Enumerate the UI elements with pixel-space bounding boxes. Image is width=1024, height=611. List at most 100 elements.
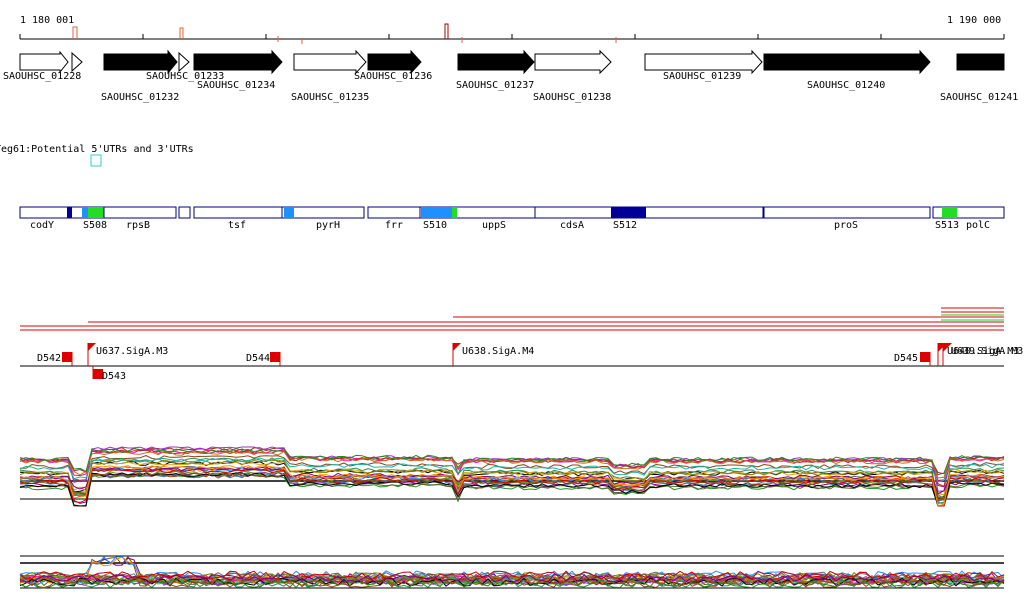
profile-line	[19, 450, 1005, 479]
terminator-block	[270, 352, 280, 362]
promoter-flag-head	[453, 343, 461, 351]
ruler-end-label: 1 190 000	[947, 15, 1001, 26]
ruler-ticks	[19, 34, 1005, 39]
expression-profile-track-lower	[19, 555, 1005, 589]
profile-line	[20, 449, 1005, 475]
profile-line	[19, 466, 1005, 495]
signal-mark	[179, 27, 184, 39]
annotation-label: S512	[613, 220, 637, 231]
profile-line	[19, 465, 1005, 507]
annotation-block[interactable]	[193, 206, 365, 219]
annotation-feature[interactable]	[67, 207, 72, 218]
annotation-label: polC	[966, 220, 990, 231]
terminator-label: D542	[37, 353, 61, 364]
gene-arrow-SAOUHSC_01233[interactable]	[178, 51, 190, 73]
annotation-feature[interactable]	[284, 207, 294, 218]
profile-line	[19, 573, 1005, 584]
gene-label: SAOUHSC_01233	[146, 71, 224, 82]
promoter-flag[interactable]	[87, 343, 96, 366]
annotation-block[interactable]	[763, 206, 931, 219]
annotation-feature[interactable]	[421, 207, 452, 218]
gene-arrow-SAOUHSC_01228b[interactable]	[71, 51, 83, 73]
expression-profile-track-upper	[19, 446, 1005, 507]
promoter-track: D542 D543 U637.SigA.M3 D544 U638.SigA.M4…	[20, 343, 1023, 382]
promoter-flag[interactable]	[942, 343, 952, 366]
gene-arrow-SAOUHSC_01235[interactable]	[293, 49, 367, 75]
utr-track: Teg61:Potential 5'UTRs and 3'UTRs	[0, 144, 194, 167]
promoter-label: U638.SigA.M4	[462, 346, 534, 357]
utr-feature[interactable]	[90, 154, 102, 167]
annotation-label: S513	[935, 220, 959, 231]
profile-line	[19, 576, 1005, 587]
terminator-label: D543	[102, 371, 126, 382]
terminator-marker[interactable]	[270, 352, 281, 366]
annotation-feature[interactable]	[82, 207, 88, 218]
transcript-lines-track	[20, 307, 1004, 331]
promoter-label: U639.SigA.M3	[951, 346, 1023, 357]
utr-track-label: Teg61:Potential 5'UTRs and 3'UTRs	[0, 144, 194, 155]
gene-label: SAOUHSC_01237	[456, 80, 534, 91]
gene-arrow-SAOUHSC_01234[interactable]	[193, 49, 283, 75]
profile-line	[19, 468, 1005, 507]
gene-label: SAOUHSC_01228	[3, 71, 81, 82]
promoter-flag-head	[88, 343, 96, 351]
gene-label: SAOUHSC_01239	[663, 71, 741, 82]
profile-lines-lower	[19, 555, 1005, 589]
gene-label: SAOUHSC_01232	[101, 92, 179, 103]
terminator-marker[interactable]	[62, 352, 73, 366]
annotation-label: pyrH	[316, 220, 340, 231]
gene-label: SAOUHSC_01236	[354, 71, 432, 82]
gene-arrow-SAOUHSC_01238[interactable]	[534, 49, 612, 75]
annotation-feature[interactable]	[452, 207, 457, 218]
annotation-label: S508	[83, 220, 107, 231]
promoter-flag[interactable]	[452, 343, 461, 366]
profile-line	[19, 470, 1005, 499]
gene-arrow-SAOUHSC_01241[interactable]	[956, 53, 1005, 71]
profile-lines-upper	[19, 446, 1005, 507]
promoter-label: U640.SigA.M3	[947, 346, 1019, 357]
signal-mark	[444, 23, 449, 39]
gene-arrow-SAOUHSC_01239[interactable]	[644, 49, 763, 75]
terminator-marker[interactable]	[920, 352, 931, 366]
gene-arrow-SAOUHSC_01236[interactable]	[367, 49, 422, 75]
terminator-label: D545	[894, 353, 918, 364]
gene-label: SAOUHSC_01240	[807, 80, 885, 91]
profile-line	[19, 449, 1005, 481]
annotation-label: codY	[30, 220, 54, 231]
annotation-track: codY S508 rpsB tsf pyrH frr S510 uppS cd…	[19, 206, 1005, 231]
annotation-label: frr	[385, 220, 403, 231]
gene-arrow-SAOUHSC_01232[interactable]	[103, 49, 178, 75]
annotation-feature[interactable]	[88, 207, 104, 218]
gene-track: SAOUHSC_01228 SAOUHSC_01232 SAOUHSC_0123…	[3, 36, 1018, 103]
annotation-label: tsf	[228, 220, 246, 231]
profile-line	[19, 457, 1005, 483]
profile-line	[19, 459, 1005, 501]
annotation-label: uppS	[482, 220, 506, 231]
terminator-marker[interactable]	[92, 366, 103, 379]
gene-arrow-SAOUHSC_01240[interactable]	[763, 49, 931, 75]
annotation-feature[interactable]	[611, 207, 646, 218]
annotation-label: cdsA	[560, 220, 584, 231]
gene-label: SAOUHSC_01235	[291, 92, 369, 103]
annotation-block[interactable]	[932, 206, 1005, 219]
ruler-signal-marks	[72, 23, 449, 39]
gene-arrow-SAOUHSC_01237[interactable]	[457, 49, 535, 75]
profile-line	[19, 455, 1005, 487]
terminator-block	[62, 352, 72, 362]
annotation-block[interactable]	[367, 206, 764, 219]
profile-line	[19, 570, 1005, 580]
gene-arrow-SAOUHSC_01228[interactable]	[19, 50, 69, 74]
annotation-block[interactable]	[178, 206, 191, 219]
signal-mark	[72, 26, 78, 39]
coordinate-ruler: 1 180 001 1 190 000	[19, 15, 1005, 40]
annotation-label: S510	[423, 220, 447, 231]
profile-line	[19, 472, 1005, 507]
annotation-feature[interactable]	[942, 207, 957, 218]
annotation-label: rpsB	[126, 220, 150, 231]
terminator-label: D544	[246, 353, 270, 364]
profile-line	[19, 447, 1005, 476]
terminator-block	[920, 352, 930, 362]
gene-small-marks	[277, 36, 617, 44]
gene-label: SAOUHSC_01234	[197, 80, 275, 91]
